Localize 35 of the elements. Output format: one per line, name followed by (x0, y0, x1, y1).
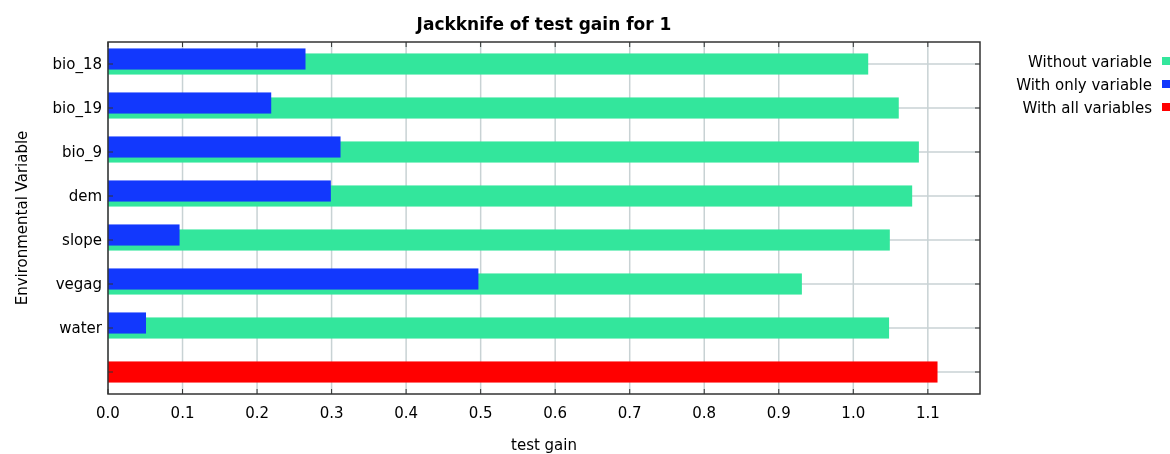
x-tick-label: 0.1 (170, 404, 195, 422)
x-tick-label: 0.2 (245, 404, 269, 422)
chart-title: Jackknife of test gain for 1 (415, 14, 672, 34)
y-tick-label: dem (68, 187, 102, 205)
bar (108, 224, 180, 246)
y-tick-label: slope (62, 231, 102, 249)
bar (108, 229, 890, 251)
y-tick-label: bio_18 (52, 55, 102, 74)
x-tick-label: 0.5 (468, 404, 493, 422)
x-tick-label: 0.4 (394, 404, 419, 422)
bar (108, 361, 938, 383)
bar (108, 92, 272, 114)
bar (108, 180, 331, 202)
y-tick-label: vegag (55, 275, 102, 293)
legend-label: With all variables (1022, 99, 1153, 117)
x-tick-label: 0.8 (692, 404, 717, 422)
x-tick-label: 0.0 (96, 404, 120, 422)
x-axis-title: test gain (511, 436, 577, 454)
x-tick-label: 0.9 (766, 404, 791, 422)
bar (108, 136, 341, 158)
x-tick-label: 0.3 (319, 404, 344, 422)
legend-label: With only variable (1016, 76, 1152, 94)
bar (108, 48, 306, 70)
x-tick-label: 1.1 (915, 404, 940, 422)
y-axis-title: Environmental Variable (13, 130, 31, 306)
x-tick-label: 0.7 (617, 404, 642, 422)
bar (108, 317, 890, 339)
x-tick-label: 0.6 (543, 404, 568, 422)
legend-label: Without variable (1028, 53, 1152, 71)
y-tick-label: water (59, 319, 103, 337)
y-tick-label: bio_9 (62, 143, 102, 162)
bar (108, 268, 479, 290)
y-tick-label: bio_19 (52, 99, 102, 118)
x-tick-label: 1.0 (841, 404, 866, 422)
bar (108, 312, 147, 334)
